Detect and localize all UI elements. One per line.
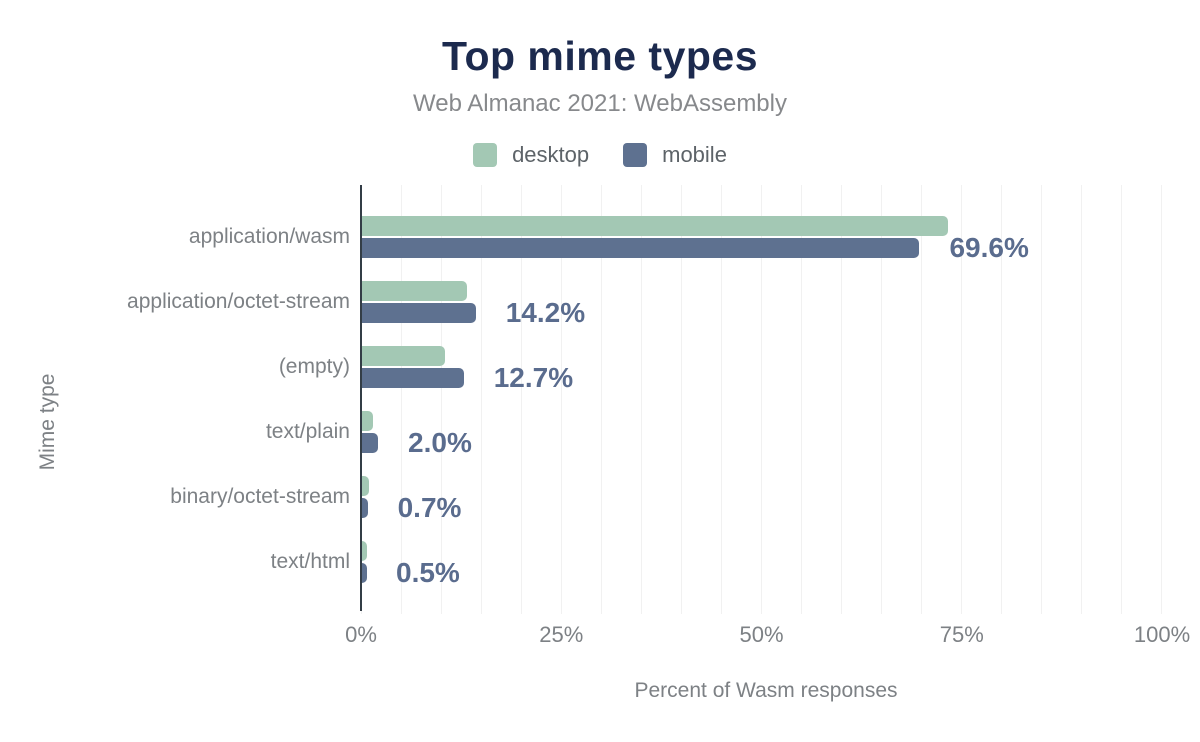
x-axis-title: Percent of Wasm responses (634, 679, 898, 702)
bar-mobile-(empty)[interactable] (362, 368, 464, 389)
category-label: application/wasm (188, 225, 350, 249)
legend-label: desktop (512, 142, 590, 167)
x-tick-label: 75% (939, 622, 984, 647)
legend-item-mobile[interactable]: mobile (623, 142, 727, 168)
category-label: application/octet-stream (127, 290, 350, 314)
bar-desktop-text/html[interactable] (362, 540, 367, 561)
data-label: 14.2% (505, 297, 586, 329)
x-tick-label: 25% (539, 622, 584, 647)
x-tick-label: 100% (1133, 622, 1191, 647)
bar-mobile-text/plain[interactable] (362, 432, 379, 453)
legend-label: mobile (662, 142, 727, 167)
category-label: binary/octet-stream (170, 484, 350, 508)
category-label: (empty) (278, 355, 350, 379)
bar-desktop-application/octet-stream[interactable] (362, 281, 467, 302)
bar-desktop-application/wasm[interactable] (362, 216, 948, 237)
bar-desktop-text/plain[interactable] (362, 410, 374, 431)
category-label: text/html (270, 549, 350, 573)
bar-mobile-text/html[interactable] (362, 562, 367, 583)
data-label: 69.6% (949, 232, 1029, 264)
data-label: 2.0% (408, 426, 472, 458)
legend-swatch-desktop (473, 143, 498, 167)
legend-item-desktop[interactable]: desktop (473, 142, 589, 168)
bar-mobile-binary/octet-stream[interactable] (362, 497, 368, 518)
chart-subtitle: Web Almanac 2021: WebAssembly (413, 90, 787, 117)
category-label: text/plain (265, 419, 350, 443)
bar-desktop-binary/octet-stream[interactable] (362, 475, 370, 496)
data-label: 12.7% (493, 362, 574, 394)
legend-swatch-mobile (623, 143, 648, 167)
data-label: 0.7% (397, 491, 462, 523)
x-tick-label: 0% (345, 622, 377, 647)
bar-desktop-(empty)[interactable] (362, 346, 446, 367)
x-tick-label: 50% (739, 622, 784, 647)
chart-title: Top mime types (441, 33, 759, 79)
y-axis-title: Mime type (36, 373, 59, 471)
bar-mobile-application/wasm[interactable] (362, 238, 920, 259)
data-label: 0.5% (396, 556, 460, 588)
chart-legend: desktop mobile (0, 142, 1200, 168)
bar-mobile-application/octet-stream[interactable] (362, 303, 476, 324)
y-axis-line (360, 185, 362, 611)
